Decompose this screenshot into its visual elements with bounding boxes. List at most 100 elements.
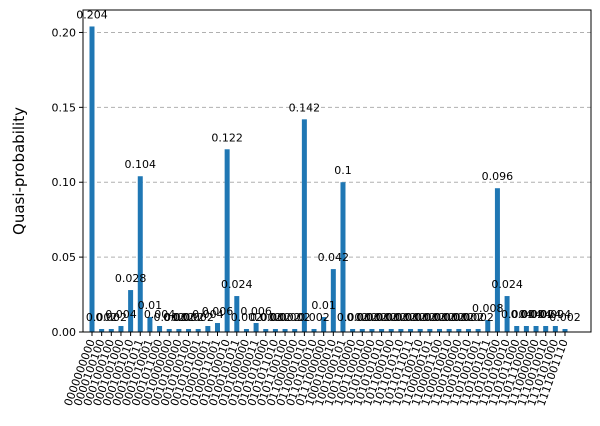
bar-0001000100 <box>108 329 114 332</box>
bar-value-label: 0.122 <box>211 131 243 144</box>
bar-value-label: 0.1 <box>334 164 352 177</box>
bar-0001001000 <box>118 326 124 332</box>
bar-1001000101 <box>340 182 346 332</box>
bar-value-label: 0.004 <box>105 308 137 321</box>
bar-value-label: 0.002 <box>433 311 465 324</box>
bar-0001001010 <box>128 290 134 332</box>
bar-value-label: 0.002 <box>279 311 311 324</box>
x-axis: 0000000000000010010000010001000001001000… <box>62 332 571 408</box>
bar-1011000100 <box>388 329 394 332</box>
bar-value-label: 0.002 <box>443 311 475 324</box>
bar-0001011000 <box>157 326 163 332</box>
bar-value-label: 0.002 <box>347 311 379 324</box>
y-tick-label: 0.20 <box>52 26 77 39</box>
bar-0100100010 <box>224 149 230 332</box>
bar-1101010010 <box>504 296 510 332</box>
bar-value-label: 0.002 <box>356 311 388 324</box>
bar-value-label: 0.002 <box>453 311 485 324</box>
bar-1000100010 <box>330 269 336 332</box>
bar-value-label: 0.002 <box>231 311 263 324</box>
bar-value-label: 0.002 <box>269 311 301 324</box>
bar-value-label: 0.002 <box>366 311 398 324</box>
bar-value-label: 0.002 <box>298 311 330 324</box>
bar-1110101000 <box>552 326 558 332</box>
bar-1100001100 <box>437 329 443 332</box>
bar-value-labels: 0.2040.0020.0020.0040.0280.1040.010.0040… <box>76 8 581 324</box>
gridlines <box>83 31 591 258</box>
bar-value-label: 0.002 <box>173 311 205 324</box>
bar-1001100010 <box>359 329 365 332</box>
bar-0010000000 <box>166 329 172 332</box>
bar-0101011010 <box>272 329 278 332</box>
bar-value-label: 0.042 <box>318 251 350 264</box>
bar-0010100000 <box>176 329 182 332</box>
bar-value-label: 0.004 <box>144 308 176 321</box>
bar-value-label: 0.002 <box>96 311 128 324</box>
bar-value-label: 0.002 <box>462 311 494 324</box>
bar-0001010001 <box>147 317 153 332</box>
bar-1010101010 <box>379 329 385 332</box>
bar-1110000000 <box>533 326 539 332</box>
bar-value-label: 0.004 <box>192 308 224 321</box>
bar-1101001011 <box>485 320 491 332</box>
bar-value-label: 0.002 <box>86 311 118 324</box>
bar-value-label: 0.024 <box>491 278 523 291</box>
bar-1101001001 <box>475 329 481 332</box>
bar-1011010110 <box>398 329 404 332</box>
y-tick-label: 0.15 <box>52 101 77 114</box>
bar-0110100010 <box>311 329 317 332</box>
y-tick-label: 0.00 <box>52 326 77 339</box>
bar-value-label: 0.002 <box>414 311 446 324</box>
bar-value-label: 0.004 <box>540 308 572 321</box>
bar-1110010010 <box>543 326 549 332</box>
bar-value-label: 0.002 <box>395 311 427 324</box>
bar-value-label: 0.142 <box>289 101 321 114</box>
bar-value-label: 0.002 <box>385 311 417 324</box>
bar-1100010010 <box>446 329 452 332</box>
plot-frame <box>82 9 592 333</box>
bar-0100010001 <box>205 326 211 332</box>
bar-1101011000 <box>514 326 520 332</box>
y-tick-label: 0.10 <box>52 176 77 189</box>
bar-value-label: 0.002 <box>375 311 407 324</box>
bar-0110000000 <box>292 329 298 332</box>
bar-value-label: 0.096 <box>482 170 514 183</box>
bar-1011100110 <box>417 329 423 332</box>
bar-1001100000 <box>350 329 356 332</box>
bar-value-label: 0.004 <box>511 308 543 321</box>
bar-0101000000 <box>243 329 249 332</box>
bar-0101000011 <box>253 323 259 332</box>
bar-0101010000 <box>263 329 269 332</box>
bar-0100011001 <box>214 323 220 332</box>
bar-value-label: 0.006 <box>202 305 234 318</box>
bar-value-label: 0.002 <box>260 311 292 324</box>
bar-value-label: 0.01 <box>138 299 163 312</box>
y-axis: 0.00 0.05 0.10 0.15 0.20 <box>52 26 83 339</box>
bar-value-label: 0.002 <box>153 311 185 324</box>
bar-value-label: 0.002 <box>337 311 369 324</box>
bar-value-label: 0.002 <box>250 311 282 324</box>
bar-1101110000 <box>523 326 529 332</box>
y-tick-label: 0.05 <box>52 251 77 264</box>
bar-0010100100 <box>186 329 192 332</box>
bar-1010100000 <box>369 329 375 332</box>
bar-1101010000 <box>494 188 500 332</box>
bar-value-label: 0.024 <box>221 278 253 291</box>
bar-0000100100 <box>99 329 105 332</box>
bar-0100101011 <box>234 296 240 332</box>
bar-value-label: 0.002 <box>163 311 195 324</box>
bar-value-label: 0.104 <box>125 158 157 171</box>
bar-value-label: 0.002 <box>549 311 581 324</box>
bar-0111000000 <box>321 317 327 332</box>
bar-value-label: 0.004 <box>520 308 552 321</box>
bar-value-label: 0.004 <box>530 308 562 321</box>
bar-value-label: 0.006 <box>240 305 272 318</box>
bar-0001001011 <box>137 176 143 332</box>
bar-1100000101 <box>427 329 433 332</box>
bar-0010101001 <box>195 329 201 332</box>
bar-value-label: 0.204 <box>76 8 108 21</box>
bar-value-label: 0.002 <box>182 311 214 324</box>
bar-value-label: 0.002 <box>404 311 436 324</box>
bar-1111001110 <box>562 329 568 332</box>
